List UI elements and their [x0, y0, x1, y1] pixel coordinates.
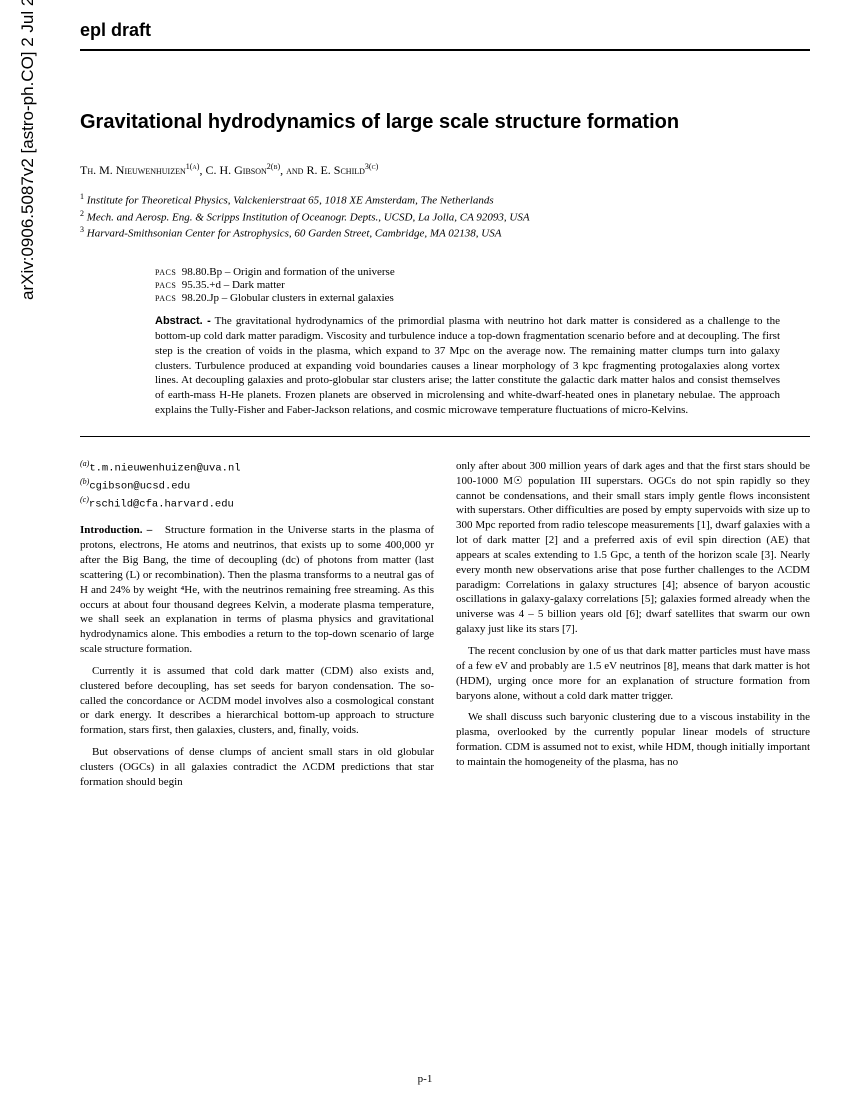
- abstract-text: The gravitational hydrodynamics of the p…: [155, 315, 780, 416]
- left-column: (a)t.m.nieuwenhuizen@uva.nl(b)cgibson@uc…: [80, 459, 434, 797]
- page-number: p-1: [418, 1073, 433, 1085]
- authors-list: Th. M. Nieuwenhuizen1(a), C. H. Gibson2(…: [80, 162, 810, 178]
- pacs-item: pacs 98.80.Bp – Origin and formation of …: [155, 266, 780, 278]
- abstract-label: Abstract. -: [155, 315, 211, 327]
- paper-title: Gravitational hydrodynamics of large sca…: [80, 111, 810, 134]
- pacs-abstract-block: pacs 98.80.Bp – Origin and formation of …: [155, 266, 780, 418]
- col2-p2: The recent conclusion by one of us that …: [456, 644, 810, 703]
- epl-draft-label: epl draft: [80, 20, 810, 41]
- intro-paragraph: Introduction. – Structure formation in t…: [80, 523, 434, 657]
- affiliation-item: 1 Institute for Theoretical Physics, Val…: [80, 192, 810, 207]
- affiliation-item: 3 Harvard-Smithsonian Center for Astroph…: [80, 225, 810, 240]
- emails-block: (a)t.m.nieuwenhuizen@uva.nl(b)cgibson@uc…: [80, 459, 434, 511]
- email-item: (b)cgibson@ucsd.edu: [80, 477, 434, 494]
- arxiv-identifier: arXiv:0906.5087v2 [astro-ph.CO] 2 Jul 20…: [18, 0, 38, 300]
- email-item: (c)rschild@cfa.harvard.edu: [80, 495, 434, 512]
- intro-text: Structure formation in the Universe star…: [80, 524, 434, 655]
- affiliation-item: 2 Mech. and Aerosp. Eng. & Scripps Insti…: [80, 209, 810, 224]
- intro-heading: Introduction. –: [80, 524, 152, 536]
- abstract-rule: [80, 436, 810, 437]
- abstract: Abstract. - The gravitational hydrodynam…: [155, 314, 780, 418]
- right-column: only after about 300 million years of da…: [456, 459, 810, 797]
- col2-p3: We shall discuss such baryonic clusterin…: [456, 710, 810, 769]
- affiliations-list: 1 Institute for Theoretical Physics, Val…: [80, 192, 810, 240]
- pacs-item: pacs 98.20.Jp – Globular clusters in ext…: [155, 292, 780, 304]
- pacs-list: pacs 98.80.Bp – Origin and formation of …: [155, 266, 780, 304]
- email-item: (a)t.m.nieuwenhuizen@uva.nl: [80, 459, 434, 476]
- pacs-item: pacs 95.35.+d – Dark matter: [155, 279, 780, 291]
- col2-p1: only after about 300 million years of da…: [456, 459, 810, 637]
- body-columns: (a)t.m.nieuwenhuizen@uva.nl(b)cgibson@uc…: [80, 459, 810, 797]
- header-rule: [80, 49, 810, 51]
- col1-p2: Currently it is assumed that cold dark m…: [80, 664, 434, 738]
- col1-p3: But observations of dense clumps of anci…: [80, 745, 434, 790]
